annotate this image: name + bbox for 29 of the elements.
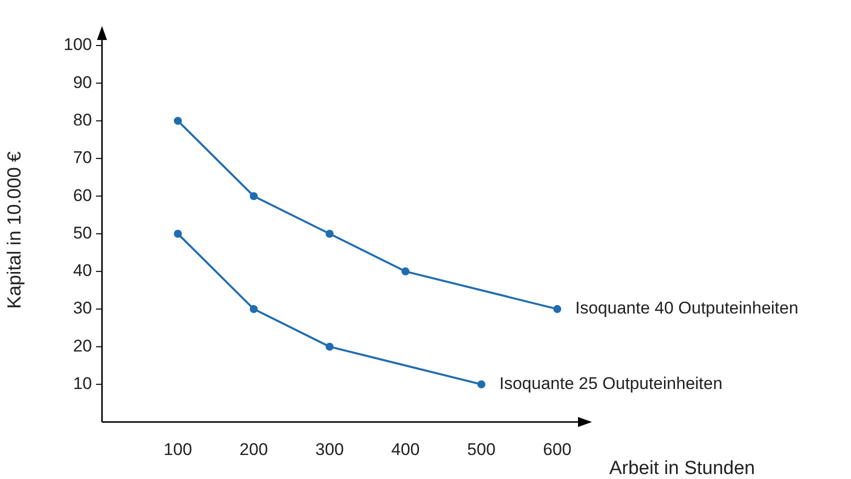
y-tick-label: 70 <box>73 148 92 168</box>
y-tick-label: 40 <box>73 261 92 280</box>
y-tick-label: 30 <box>73 298 92 318</box>
y-tick-label: 50 <box>73 223 92 242</box>
x-tick-label: 400 <box>391 440 420 459</box>
point <box>477 380 486 388</box>
y-axis-title: Kapital in 10.000 € <box>4 150 26 309</box>
point <box>553 305 562 314</box>
x-tick-label: 600 <box>543 440 572 459</box>
series-label: Isoquante 40 Outputeinheiten <box>575 298 798 318</box>
x-tick-label: 200 <box>240 440 268 459</box>
y-tick-label: 80 <box>73 110 92 130</box>
series-label: Isoquante 25 Outputeinheiten <box>499 374 722 394</box>
x-axis-title: Arbeit in Stunden <box>609 458 755 479</box>
y-tick-label: 20 <box>73 336 92 356</box>
point <box>174 230 182 238</box>
point <box>174 116 182 125</box>
y-tick-label: 100 <box>64 35 92 54</box>
y-tick-label: 10 <box>73 374 92 394</box>
point <box>250 192 258 200</box>
point <box>250 305 258 314</box>
y-tick-label: 60 <box>73 186 92 205</box>
point <box>326 230 334 238</box>
x-tick-label: 500 <box>467 440 496 459</box>
point <box>401 267 410 276</box>
x-tick-label: 100 <box>164 440 192 459</box>
x-tick-label: 300 <box>315 440 344 459</box>
point <box>326 342 334 351</box>
y-tick-label: 90 <box>73 72 92 92</box>
